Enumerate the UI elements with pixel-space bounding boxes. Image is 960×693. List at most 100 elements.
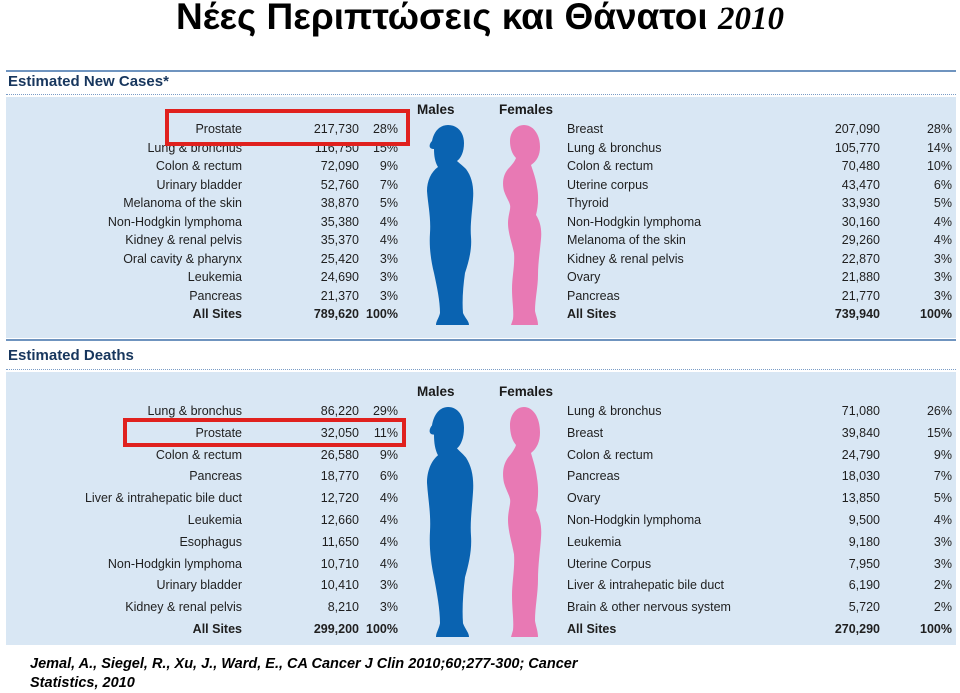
male-site-label: Colon & rectum	[155, 159, 242, 173]
female-site-label: Pancreas	[567, 469, 620, 484]
female-site-label: Lung & bronchus	[567, 140, 662, 155]
female-percent: 6%	[933, 177, 952, 192]
female-percent: 15%	[926, 425, 952, 440]
female-count: 7,950	[848, 556, 880, 571]
female-site-label: All Sites	[567, 622, 617, 636]
male-silhouette-icon	[427, 125, 474, 325]
female-percent: 3%	[933, 534, 952, 549]
female-site-label: Kidney & renal pelvis	[567, 251, 684, 266]
female-count: 105,770	[834, 140, 880, 155]
female-site-label: Colon & rectum	[567, 159, 654, 173]
male-percent: 4%	[379, 534, 398, 549]
male-count: 11,650	[321, 534, 359, 549]
male-count: 10,410	[320, 578, 359, 593]
female-site-label: Melanoma of the skin	[567, 233, 686, 247]
male-site-label: Non-Hodgkin lymphoma	[107, 214, 242, 229]
female-percent: 3%	[933, 288, 952, 303]
prostate-highlight-box	[123, 418, 406, 447]
table-row: Prostate 32,050 11% Breast 39,840 15%	[6, 423, 956, 443]
females-column-header: Females	[499, 102, 554, 117]
female-site-label: Non-Hodgkin lymphoma	[567, 513, 702, 527]
panel-background	[6, 97, 956, 338]
male-count: 12,660	[320, 513, 359, 527]
female-site-label: Lung & bronchus	[567, 404, 662, 418]
male-percent: 4%	[379, 214, 398, 229]
male-site-label: Prostate	[195, 122, 242, 136]
female-site-label: Non-Hodgkin lymphoma	[567, 214, 702, 229]
female-count: 30,160	[841, 214, 880, 229]
male-count: 52,760	[320, 177, 359, 192]
female-percent: 3%	[933, 251, 952, 266]
male-site-label: Pancreas	[189, 288, 242, 303]
table-row: Lung & bronchus 86,220 29% Lung & bronchus 7…	[6, 401, 956, 421]
male-percent: 4%	[379, 513, 398, 527]
female-percent: 5%	[933, 491, 952, 506]
dotted-divider	[6, 369, 956, 370]
panel-top-rule	[6, 70, 956, 72]
male-percent: 3%	[379, 251, 398, 266]
female-percent: 2%	[933, 600, 952, 615]
female-percent: 7%	[933, 469, 952, 484]
title-year: 2010	[717, 1, 784, 37]
female-count: 29,260	[841, 233, 880, 247]
table-row: Oral cavity & pharynx 25,420 3% Kidney & re…	[6, 249, 956, 269]
male-percent: 28%	[372, 122, 398, 136]
male-site-label: Melanoma of the skin	[123, 196, 242, 210]
dotted-divider	[6, 94, 956, 95]
female-count: 13,850	[841, 491, 880, 506]
female-count: 207,090	[834, 122, 880, 136]
male-count: 35,380	[320, 214, 359, 229]
female-percent: 4%	[933, 214, 952, 229]
female-percent: 10%	[926, 159, 952, 173]
male-count: 12,720	[320, 491, 359, 506]
all-sites-row: All Sites 299,200 100% All Sites 270,290 100%	[6, 619, 956, 639]
male-percent: 9%	[379, 447, 398, 462]
citation: Jemal, A., Siegel, R., Xu, J., Ward, E.,…	[30, 655, 577, 693]
male-percent: 4%	[379, 491, 398, 506]
male-percent: 100%	[366, 307, 398, 321]
male-percent: 3%	[379, 270, 398, 284]
table-row: Non-Hodgkin lymphoma 10,710 4% Uterine Corp…	[6, 554, 956, 574]
male-count: 21,370	[320, 288, 359, 303]
table-row: Colon & rectum 72,090 9% Colon & rectum 70,4…	[6, 156, 956, 176]
female-site-label: Brain & other nervous system	[567, 600, 731, 615]
female-percent: 28%	[926, 122, 952, 136]
female-percent: 14%	[926, 140, 952, 155]
male-percent: 3%	[379, 578, 398, 593]
female-count: 5,720	[848, 600, 880, 615]
female-percent: 9%	[933, 447, 952, 462]
female-site-label: Thyroid	[567, 196, 609, 210]
female-percent: 2%	[933, 578, 952, 593]
male-percent: 3%	[379, 600, 398, 615]
males-column-header: Males	[417, 102, 455, 117]
female-percent: 3%	[933, 556, 952, 571]
female-percent: 100%	[920, 307, 952, 321]
table-row: Colon & rectum 26,580 9% Colon & rectum 24,7…	[6, 445, 956, 465]
female-percent: 100%	[920, 622, 952, 636]
male-percent: 3%	[379, 288, 398, 303]
female-percent: 3%	[933, 270, 952, 284]
male-site-label: Lung & bronchus	[147, 404, 242, 418]
table-row: Leukemia 24,690 3% Ovary 21,880 3%	[6, 267, 956, 287]
males-column-header: Males	[417, 384, 455, 399]
male-count: 72,090	[320, 159, 359, 173]
citation-line-1: Jemal, A., Siegel, R., Xu, J., Ward, E.,…	[30, 656, 578, 672]
female-percent: 26%	[926, 404, 952, 418]
female-count: 70,480	[841, 159, 880, 173]
male-site-label: All Sites	[192, 622, 242, 636]
female-site-label: Breast	[567, 122, 604, 136]
male-site-label: Esophagus	[179, 534, 242, 549]
female-count: 33,930	[841, 196, 880, 210]
female-site-label: Liver & intrahepatic bile duct	[567, 578, 725, 593]
table-row: Prostate 217,730 28% Breast 207,090 28%	[6, 119, 956, 139]
table-row: Melanoma of the skin 38,870 5% Thyroid 33,93…	[6, 193, 956, 213]
table-row: Lung & bronchus 116,750 15% Lung & bronchus…	[6, 138, 956, 158]
female-count: 9,180	[848, 534, 880, 549]
male-percent: 4%	[379, 556, 398, 571]
male-count: 18,770	[320, 469, 359, 484]
male-count: 35,370	[320, 233, 359, 247]
male-site-label: Prostate	[195, 425, 242, 440]
female-count: 9,500	[848, 513, 880, 527]
table-row: Urinary bladder 52,760 7% Uterine corpus 43,…	[6, 175, 956, 195]
female-count: 39,840	[841, 425, 880, 440]
